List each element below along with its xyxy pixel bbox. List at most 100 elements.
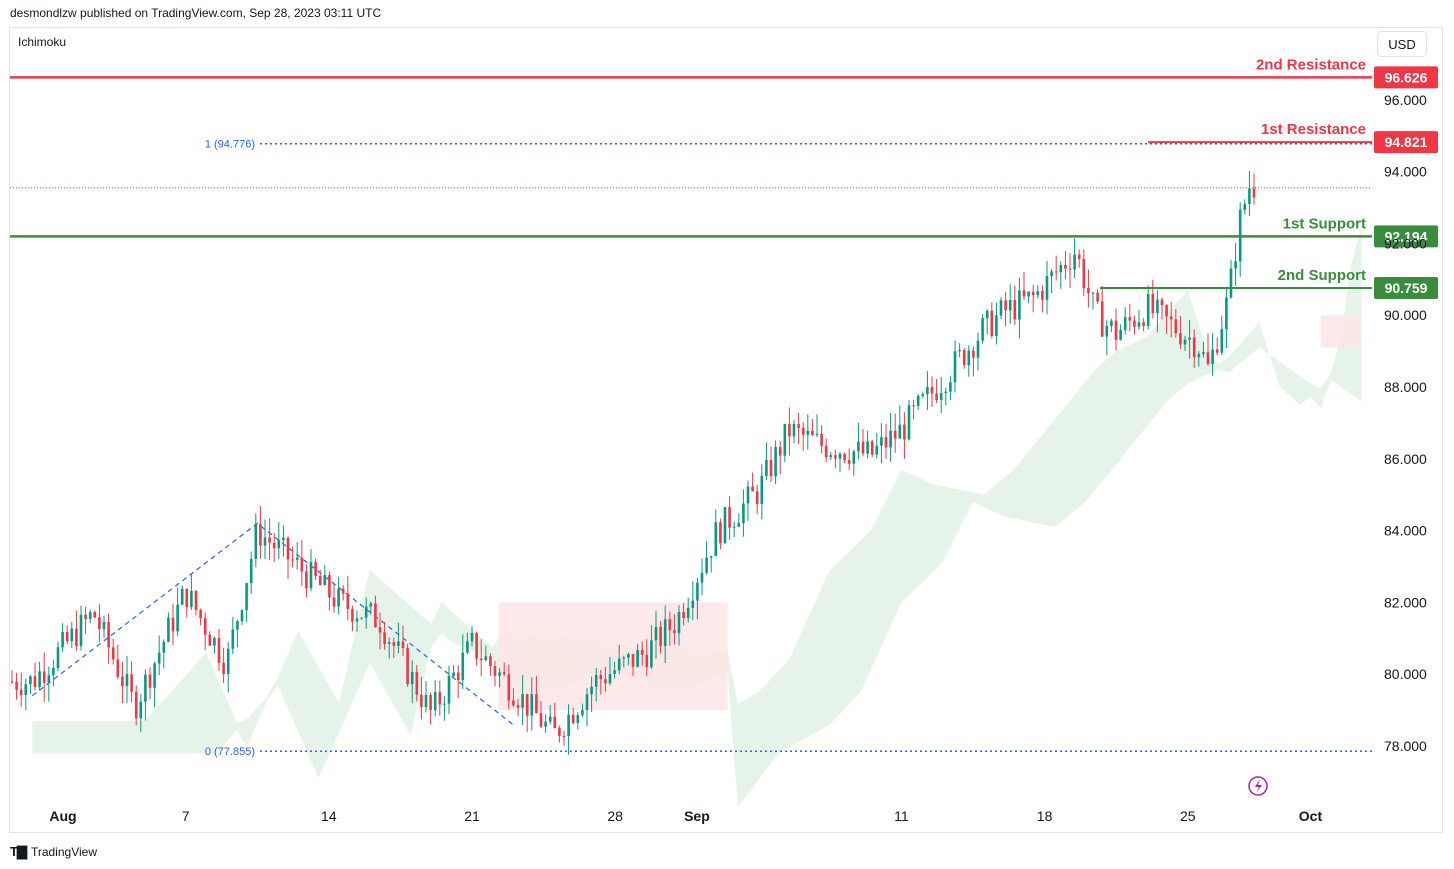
candle-body <box>535 694 538 714</box>
candle-body <box>1077 254 1081 260</box>
candle-body <box>484 656 488 661</box>
candle-body <box>52 667 55 676</box>
alert-icon[interactable] <box>1248 776 1268 796</box>
cloud-area <box>32 225 1362 807</box>
candle-body <box>392 642 396 646</box>
candle-body <box>755 491 759 505</box>
candle-body <box>378 627 382 633</box>
candle-body <box>654 626 658 641</box>
candle-body <box>737 523 741 527</box>
candle-body <box>479 658 483 661</box>
candle-body <box>56 647 60 668</box>
fib-level-label: 0 (77.855) <box>205 746 255 758</box>
x-tick-label: 7 <box>182 808 190 824</box>
candle-body <box>939 393 943 400</box>
candle-body <box>1087 288 1090 294</box>
candle-body <box>1027 291 1030 297</box>
candle-body <box>70 628 74 642</box>
candle-body <box>668 619 672 631</box>
y-axis: 96.000 94.000 92.000 90.000 88.000 86.000 84.0… <box>1384 92 1427 754</box>
currency-button[interactable]: USD <box>1377 31 1427 57</box>
candle-body <box>875 445 879 455</box>
candle-body <box>208 634 212 646</box>
candle-body <box>226 648 230 675</box>
candle-body <box>631 654 635 667</box>
candle-body <box>843 453 846 461</box>
y-tick-label: 88.000 <box>1384 379 1427 395</box>
candle-body <box>1128 317 1132 321</box>
candle-body <box>47 675 51 683</box>
candle-body <box>1151 294 1155 313</box>
candle-body <box>125 674 129 687</box>
level-price-tag <box>1374 276 1438 299</box>
indicator-label[interactable]: Ichimoku <box>18 35 67 49</box>
candle-body <box>512 700 515 706</box>
candle-body <box>806 430 810 435</box>
candle-body <box>967 350 971 366</box>
x-tick-label: 21 <box>464 808 480 824</box>
candle-body <box>328 575 331 598</box>
candle-body <box>889 430 892 448</box>
candle-body <box>944 391 948 394</box>
candle-body <box>420 694 423 707</box>
candle-body <box>760 475 764 505</box>
candle-body <box>1110 320 1113 326</box>
candle-body <box>1252 188 1256 198</box>
candle-body <box>272 542 276 549</box>
candle-body <box>1183 339 1187 345</box>
candle-body <box>1142 322 1145 326</box>
candle-body <box>10 681 14 683</box>
candle-body <box>953 351 957 383</box>
candle-body <box>139 701 143 719</box>
candle-body <box>65 632 69 642</box>
candle-body <box>691 600 695 608</box>
candle-body <box>1100 301 1104 337</box>
candle-body <box>1105 325 1109 337</box>
candle-body <box>926 387 929 395</box>
candle-body <box>746 486 750 504</box>
candle-body <box>180 588 184 605</box>
candle-body <box>268 537 271 543</box>
candle-body <box>415 671 419 695</box>
candle-body <box>728 507 731 528</box>
candle-body <box>1133 320 1136 327</box>
candle-body <box>1174 319 1178 334</box>
candle-body <box>958 350 961 352</box>
publisher-header: desmondlzw published on TradingView.com,… <box>10 6 382 20</box>
candle-body <box>866 441 869 454</box>
candle-body <box>880 437 883 446</box>
candle-body <box>369 603 373 607</box>
level-price-label: 92.194 <box>1385 228 1428 244</box>
candle-body <box>884 437 888 448</box>
candle-body <box>1054 271 1058 273</box>
level-name: 2nd Support <box>1278 267 1366 284</box>
candle-body <box>1018 290 1021 320</box>
candle-body <box>723 507 727 544</box>
candle-body <box>1248 188 1251 204</box>
candle-body <box>305 571 308 589</box>
candle-body <box>1096 292 1099 302</box>
candle-body <box>93 612 97 618</box>
candle-body <box>438 691 442 705</box>
candle-body <box>801 428 805 435</box>
level-price-tag <box>1374 66 1438 89</box>
candle-body <box>976 340 980 358</box>
candle-body <box>410 671 414 685</box>
x-tick-label: Oct <box>1299 808 1323 824</box>
candle-body <box>433 691 437 711</box>
candle-body <box>1059 264 1063 273</box>
candle-body <box>1004 300 1007 311</box>
candle-body <box>530 694 534 716</box>
candle-body <box>1202 352 1205 355</box>
candle-body <box>1206 352 1210 364</box>
candle-body <box>935 393 938 400</box>
candle-body <box>1234 261 1237 269</box>
candle-body <box>144 674 147 702</box>
level-price-label: 94.821 <box>1385 134 1428 150</box>
candle-body <box>581 710 584 716</box>
candle-body <box>1041 291 1044 300</box>
candle-body <box>742 503 745 524</box>
candle-body <box>507 674 511 701</box>
candle-body <box>185 588 189 608</box>
